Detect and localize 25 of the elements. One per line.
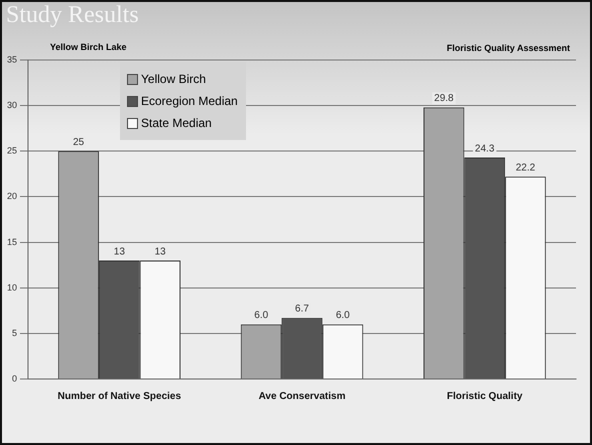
legend-label: Yellow Birch [141, 71, 206, 88]
y-tick-label: 5 [12, 328, 18, 338]
y-tick-label: 10 [6, 282, 18, 292]
y-tick-label: 30 [6, 100, 18, 110]
y-tick-label: 25 [6, 146, 18, 156]
data-label: 6.0 [336, 310, 350, 322]
x-tick-label: Ave Conservatism [258, 390, 346, 402]
x-tick-label: Floristic Quality [446, 390, 523, 402]
data-label: 24.3 [474, 143, 495, 154]
chart-subtitle: Yellow Birch Lake [50, 42, 127, 52]
legend-label: Ecoregion Median [141, 93, 238, 110]
data-label: 25 [72, 136, 85, 148]
text: Floristic Quality Assessment [446, 43, 570, 53]
legend-label: State Median [141, 115, 212, 132]
data-label: 6.7 [295, 304, 310, 315]
y-tick-label: 35 [6, 54, 18, 64]
data-label: 29.8 [434, 93, 454, 104]
data-label: 22.2 [516, 162, 536, 174]
data-label: 13 [114, 246, 126, 258]
data-label: 6.0 [254, 310, 269, 322]
data-label: 13 [154, 246, 166, 258]
y-tick-label: 20 [6, 191, 18, 202]
y-tick-label: 0 [12, 373, 18, 384]
x-tick-label: Number of Native Species [58, 390, 182, 402]
y-tick-label: 15 [6, 236, 18, 247]
